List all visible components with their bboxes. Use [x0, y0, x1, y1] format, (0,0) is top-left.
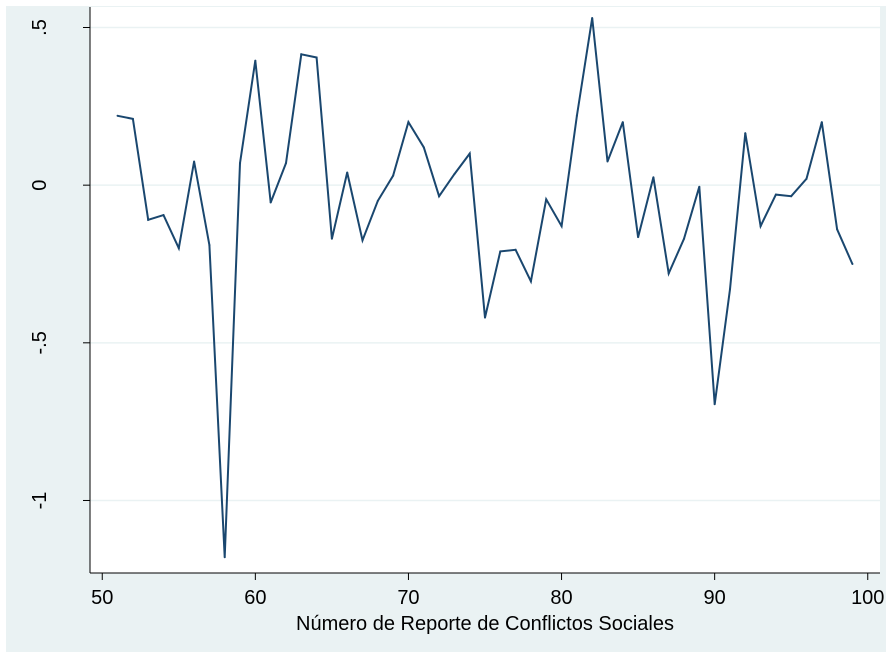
series-layer — [116, 17, 854, 559]
x-tick-label: 50 — [91, 587, 113, 609]
data-point — [698, 185, 701, 188]
data-point — [208, 244, 211, 247]
x-tick-label: 90 — [704, 587, 726, 609]
data-point — [774, 193, 777, 196]
data-point — [330, 237, 333, 240]
data-point — [223, 556, 226, 559]
data-point — [851, 262, 854, 265]
data-point — [269, 201, 272, 204]
data-point — [652, 176, 655, 179]
x-axis-label: Número de Reporte de Conflictos Sociales — [296, 613, 674, 635]
data-point — [713, 403, 716, 406]
data-point — [499, 250, 502, 253]
data-point — [606, 160, 609, 163]
data-point — [728, 288, 731, 291]
data-point — [820, 121, 823, 124]
data-point — [422, 146, 425, 149]
data-point — [683, 237, 686, 240]
data-point — [667, 272, 670, 275]
y-tick-label: -1 — [29, 492, 51, 510]
data-point — [193, 160, 196, 163]
data-point — [239, 162, 242, 165]
data-point — [407, 121, 410, 124]
data-point — [438, 195, 441, 198]
data-point — [315, 56, 318, 59]
data-point — [621, 121, 624, 124]
x-tick-label: 80 — [550, 587, 572, 609]
data-point — [147, 218, 150, 221]
data-point — [744, 132, 747, 135]
data-point — [284, 162, 287, 165]
x-axis-ticks: 50 60 70 80 90 100 — [91, 573, 884, 609]
data-point — [177, 247, 180, 250]
data-point — [591, 17, 594, 20]
y-tick-label: 0 — [29, 180, 51, 191]
data-point — [529, 280, 532, 283]
x-tick-label: 70 — [397, 587, 419, 609]
data-point — [484, 316, 486, 319]
data-point — [392, 174, 395, 177]
x-tick-label: 100 — [851, 587, 884, 609]
data-point — [545, 198, 548, 201]
data-point — [759, 225, 762, 228]
data-point — [376, 199, 379, 202]
data-point — [300, 53, 303, 56]
data-point — [162, 214, 165, 217]
y-axis-ticks: .5 0 -.5 -1 — [29, 19, 90, 509]
data-point — [790, 195, 793, 198]
plot-area — [90, 7, 880, 573]
data-point — [575, 114, 578, 117]
x-tick-label: 60 — [244, 587, 266, 609]
data-point — [805, 177, 808, 180]
data-point — [560, 225, 563, 228]
data-point — [116, 114, 119, 117]
data-point — [361, 239, 364, 242]
data-point — [836, 228, 839, 231]
data-point — [346, 171, 349, 174]
data-point — [453, 173, 456, 176]
data-point — [637, 236, 640, 239]
data-point — [131, 117, 134, 120]
y-tick-label: -.5 — [29, 331, 51, 354]
y-tick-label: .5 — [29, 19, 51, 36]
data-point — [514, 248, 517, 251]
data-point — [468, 152, 471, 155]
data-point — [254, 59, 257, 62]
